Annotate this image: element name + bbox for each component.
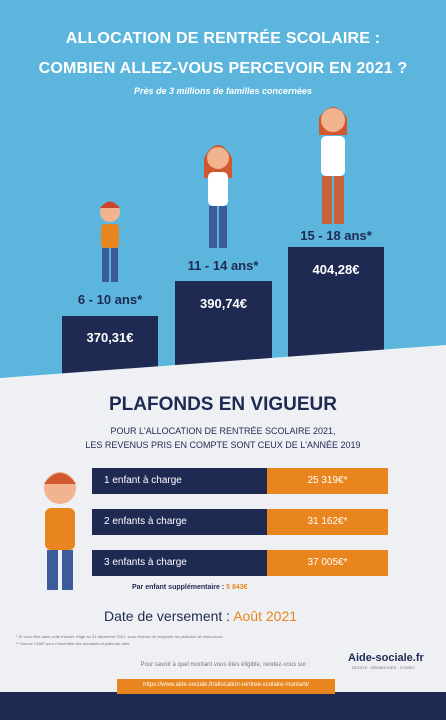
title-line: ALLOCATION DE RENTRÉE SCOLAIRE : bbox=[65, 30, 381, 47]
ceiling-row: 2 enfants à charge 31 162€* bbox=[92, 509, 388, 535]
footer-url[interactable]: https://www.aide-sociale.fr/allocation-r… bbox=[143, 682, 309, 688]
footnote: ** Source CNAF pour l'ensemble des monta… bbox=[16, 641, 131, 646]
age-label: 6 - 10 ans* bbox=[77, 292, 143, 307]
section-subtitle: LES REVENUS PRIS EN COMPTE SONT CEUX DE … bbox=[85, 440, 361, 450]
payment-label: Date de versement : bbox=[104, 608, 231, 624]
footnote: * Si vous êtes dans cette tranche d'âge … bbox=[16, 634, 224, 639]
row-label: 2 enfants à charge bbox=[92, 509, 267, 535]
extra-line: Par enfant supplémentaire : 5 843€ bbox=[132, 584, 248, 591]
amount: 404,28€ bbox=[312, 262, 360, 277]
row-value: 25 319€* bbox=[267, 468, 388, 494]
footer-prompt: Pour savoir à quel montant vous êtes éli… bbox=[140, 662, 310, 668]
title-line: COMBIEN ALLEZ-VOUS PERCEVOIR EN 2021 ? bbox=[38, 60, 408, 77]
ceiling-row: 3 enfants à charge 37 005€* bbox=[92, 550, 388, 576]
amount: 370,31€ bbox=[86, 330, 134, 345]
subtitle: Près de 3 millions de familles concernée… bbox=[133, 86, 313, 96]
amount: 390,74€ bbox=[200, 296, 247, 311]
row-value: 31 162€* bbox=[267, 509, 388, 535]
extra-label: Par enfant supplémentaire : bbox=[132, 584, 225, 591]
logo: Aide-sociale.fr bbox=[348, 652, 424, 664]
extra-value: 5 843€ bbox=[226, 584, 248, 591]
section-subtitle: POUR L'ALLOCATION DE RENTRÉE SCOLAIRE 20… bbox=[110, 426, 336, 436]
ceiling-row: 1 enfant à charge 25 319€* bbox=[92, 468, 388, 494]
age-label: 15 - 18 ans* bbox=[300, 228, 372, 243]
row-value: 37 005€* bbox=[267, 550, 388, 576]
payment-value: Août 2021 bbox=[233, 608, 298, 624]
logo-tagline: DROITS · DÉMARCHES · CONSO bbox=[352, 665, 415, 670]
row-label: 1 enfant à charge bbox=[92, 468, 267, 494]
age-label: 11 - 14 ans* bbox=[187, 258, 259, 273]
payment: Date de versement : Août 2021 bbox=[104, 608, 297, 624]
section-title: PLAFONDS EN VIGUEUR bbox=[108, 394, 338, 415]
row-label: 3 enfants à charge bbox=[92, 550, 267, 576]
